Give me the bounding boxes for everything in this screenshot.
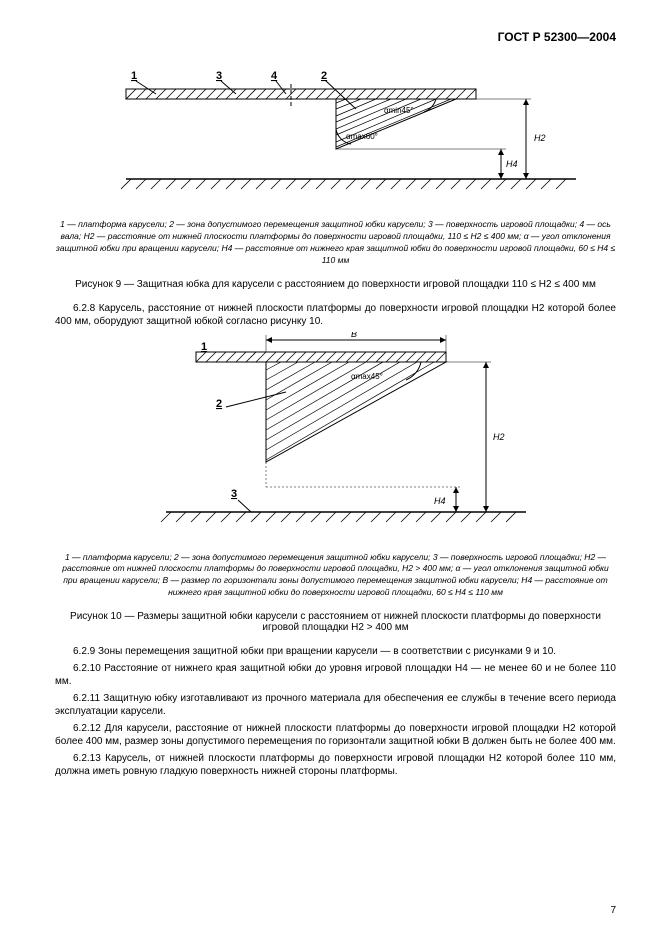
figure-9-title: Рисунок 9 — Защитная юбка для карусели с… <box>55 279 616 290</box>
paragraph-6-2-9: 6.2.9 Зоны перемещения защитной юбки при… <box>55 645 616 659</box>
fig9-dim-h4: H4 <box>506 159 518 169</box>
paragraph-6-2-13: 6.2.13 Карусель, от нижней плоскости пла… <box>55 752 616 779</box>
fig10-label-3: 3 <box>231 488 237 500</box>
paragraph-6-2-11: 6.2.11 Защитную юбку изготавливают из пр… <box>55 692 616 719</box>
fig10-dim-h2: H2 <box>493 432 505 442</box>
page: ГОСТ Р 52300—2004 1 3 <box>0 0 661 936</box>
fig9-label-4: 4 <box>271 70 278 82</box>
fig9-angle-max: αmax60° <box>346 132 378 141</box>
paragraph-6-2-8: 6.2.8 Карусель, расстояние от нижней пло… <box>55 302 616 329</box>
figure-10-title: Рисунок 10 — Размеры защитной юбки карус… <box>55 611 616 633</box>
paragraph-6-2-12: 6.2.12 Для карусели, расстояние от нижне… <box>55 722 616 749</box>
fig10-angle: αmax45° <box>351 372 383 381</box>
fig9-label-1: 1 <box>131 70 137 82</box>
figure-10-diagram: B 1 2 α <box>136 332 536 542</box>
fig9-angle-min: αmin45° <box>384 106 414 115</box>
fig10-dim-b: B <box>351 332 357 339</box>
fig9-dim-h2: H2 <box>534 133 546 143</box>
figure-10-caption: 1 — платформа карусели; 2 — зона допусти… <box>55 552 616 600</box>
document-header: ГОСТ Р 52300—2004 <box>55 30 616 44</box>
paragraph-6-2-10: 6.2.10 Расстояние от нижнего края защитн… <box>55 662 616 689</box>
fig10-label-1: 1 <box>201 341 207 353</box>
page-number: 7 <box>610 905 616 916</box>
figure-9-caption: 1 — платформа карусели; 2 — зона допусти… <box>55 219 616 267</box>
fig10-label-2: 2 <box>216 398 222 410</box>
fig9-label-3: 3 <box>216 70 222 82</box>
fig10-dim-h4: H4 <box>434 496 446 506</box>
fig9-label-2: 2 <box>321 70 327 82</box>
figure-9-diagram: 1 3 4 2 αmin45° αmax60° <box>96 69 576 209</box>
